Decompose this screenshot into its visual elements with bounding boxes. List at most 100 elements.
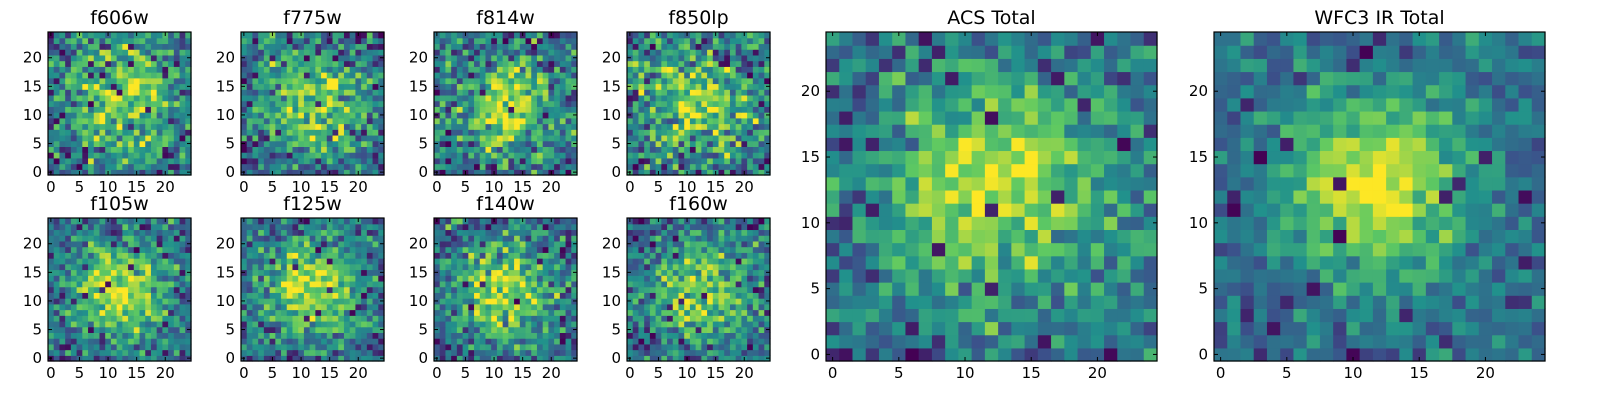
heatmap-cell xyxy=(263,286,271,293)
heatmap-cell xyxy=(326,129,334,136)
heatmap-cell xyxy=(321,83,328,90)
heatmap-cell xyxy=(309,54,316,62)
heatmap-cell xyxy=(93,169,101,176)
heatmap-cell xyxy=(456,106,464,113)
heatmap-cell xyxy=(491,100,498,107)
heatmap-cell xyxy=(269,298,276,305)
heatmap-cell xyxy=(355,152,362,159)
heatmap-cell xyxy=(667,94,674,102)
heatmap-cells xyxy=(241,218,385,362)
heatmap-cell xyxy=(456,355,464,362)
heatmap-cell xyxy=(110,117,118,125)
heatmap-cell xyxy=(525,263,532,271)
heatmap-cell xyxy=(263,235,271,242)
heatmap-cell xyxy=(150,320,158,328)
heatmap-cell xyxy=(93,49,101,56)
heatmap-cell xyxy=(536,117,544,125)
heatmap-cell xyxy=(355,343,362,351)
heatmap-cell xyxy=(661,77,668,85)
heatmap-cell xyxy=(82,349,89,356)
heatmap-cell xyxy=(496,89,504,96)
heatmap-cell xyxy=(298,140,305,147)
heatmap-cell xyxy=(439,246,447,253)
heatmap-cell xyxy=(667,32,674,39)
heatmap-cell xyxy=(338,332,345,339)
heatmap-cell xyxy=(502,292,509,299)
heatmap-cell xyxy=(644,66,651,73)
heatmap-cell xyxy=(542,106,549,113)
heatmap-cell xyxy=(110,152,118,159)
heatmap-cell xyxy=(695,275,702,282)
heatmap-cell xyxy=(649,140,657,147)
heatmap-cell xyxy=(554,338,561,345)
heatmap-cell xyxy=(65,303,72,311)
heatmap-cell xyxy=(162,94,169,102)
heatmap-cell xyxy=(667,303,674,311)
heatmap-cell xyxy=(321,355,328,362)
heatmap-cell xyxy=(269,246,276,253)
heatmap-cell xyxy=(298,263,305,271)
heatmap-cell xyxy=(252,43,259,50)
heatmap-cell xyxy=(309,49,316,56)
heatmap-cell xyxy=(649,112,657,119)
heatmap-cell xyxy=(128,152,135,159)
heatmap-cell xyxy=(139,60,146,67)
heatmap-cell xyxy=(173,100,181,107)
heatmap-cell xyxy=(462,94,469,102)
heatmap-cell xyxy=(649,309,657,316)
heatmap-cell xyxy=(672,275,680,282)
heatmap-cell xyxy=(548,83,555,90)
heatmap-cell xyxy=(139,49,146,56)
heatmap-cell xyxy=(338,106,345,113)
heatmap-cell xyxy=(252,343,259,351)
heatmap-cell xyxy=(128,263,135,271)
heatmap-cell xyxy=(474,263,481,271)
heatmap-cell xyxy=(565,100,572,107)
heatmap-cell xyxy=(332,263,339,271)
heatmap-cell xyxy=(128,89,135,96)
heatmap-cell xyxy=(93,106,101,113)
heatmap-cell xyxy=(303,83,311,90)
heatmap-cell xyxy=(724,89,731,96)
heatmap-cell xyxy=(263,54,271,62)
heatmap-cell xyxy=(355,117,362,125)
heatmap-cell xyxy=(303,218,311,225)
heatmap-cell xyxy=(343,49,351,56)
heatmap-cell xyxy=(496,280,504,288)
heatmap-cell xyxy=(724,112,731,119)
heatmap-cell xyxy=(649,292,657,299)
heatmap-cell xyxy=(150,332,158,339)
heatmap-cell xyxy=(747,332,754,339)
heatmap-cell xyxy=(752,32,760,39)
heatmap-cell xyxy=(361,229,368,236)
heatmap-cell xyxy=(525,32,532,39)
heatmap-cell xyxy=(133,100,141,107)
heatmap-cell xyxy=(661,286,668,293)
heatmap-cell xyxy=(479,349,487,356)
heatmap-cell xyxy=(321,140,328,147)
heatmap-cell xyxy=(752,112,760,119)
heatmap-cell xyxy=(303,117,311,125)
heatmap-cell xyxy=(456,326,464,333)
heatmap-cell xyxy=(48,292,55,299)
heatmap-cell xyxy=(122,240,129,248)
heatmap-cell xyxy=(729,77,737,85)
heatmap-cell xyxy=(82,157,89,165)
heatmap-cell xyxy=(655,269,662,276)
heatmap-cell xyxy=(531,355,538,362)
heatmap-cell xyxy=(684,152,691,159)
heatmap-cell xyxy=(672,315,680,322)
heatmap-cell xyxy=(105,146,112,153)
heatmap-cell xyxy=(485,77,492,85)
heatmap-cell xyxy=(343,157,351,165)
heatmap-cell xyxy=(76,252,83,259)
heatmap-cell xyxy=(729,37,737,45)
heatmap-cell xyxy=(355,309,362,316)
heatmap-cell xyxy=(496,146,504,153)
heatmap-cell xyxy=(76,89,83,96)
heatmap-cell xyxy=(355,286,362,293)
heatmap-cell xyxy=(638,298,645,305)
heatmap-cell xyxy=(661,49,668,56)
heatmap-cell xyxy=(105,292,112,299)
heatmap-cell xyxy=(110,275,118,282)
